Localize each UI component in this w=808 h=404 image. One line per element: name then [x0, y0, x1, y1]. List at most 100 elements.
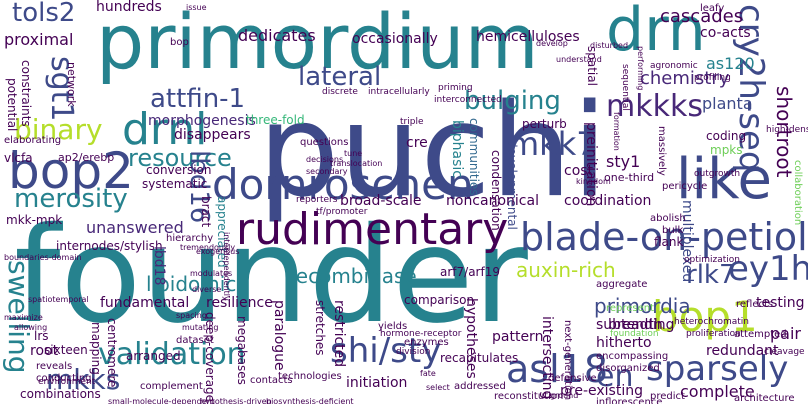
word-decisions: decisions	[306, 155, 344, 164]
word-reveals: reveals	[36, 361, 73, 372]
word-priming: priming	[438, 83, 473, 93]
word-conversion: conversion	[146, 163, 212, 177]
word-blade-on-petiole1: blade-on-petiole1	[520, 215, 808, 259]
word-noncanonical: noncanonical	[446, 193, 539, 209]
word-agronomic: agronomic	[650, 61, 698, 71]
word-heterochromatin: heterochromatin	[674, 317, 749, 327]
word-coordination: coordination	[564, 193, 652, 209]
word-mkkks: mkkks	[606, 89, 703, 124]
word-pericycle: pericycle	[662, 181, 708, 192]
word-unanswered: unanswered	[86, 218, 184, 237]
word-vlcfa: vlcfa	[4, 151, 33, 165]
word-planta: planta	[702, 94, 753, 113]
word-mutating: mutating	[182, 323, 219, 332]
word-arranged: arranged	[126, 349, 181, 363]
word-internodes-stylish: internodes/stylish	[56, 239, 163, 253]
word-communities: communities	[467, 118, 481, 196]
word-issue: issue	[186, 3, 207, 12]
word-technologies: technologies	[278, 371, 342, 382]
word-conducting: conducting	[36, 373, 92, 384]
word-develop: develop	[536, 39, 568, 48]
word-en: en	[596, 359, 634, 394]
word-lateral: lateral	[298, 62, 382, 92]
word-defensive: defensive	[548, 373, 597, 384]
word-optimization: optimization	[684, 255, 740, 265]
word-spatial: spatial	[585, 46, 599, 86]
word-dedicates: dedicates	[238, 26, 316, 45]
word-megabases: megabases	[235, 316, 249, 385]
word-hormone-receptor: hormone-receptor	[380, 329, 462, 339]
word-shi-sty: shi/sty	[330, 331, 442, 371]
word-bop1: bop1	[652, 292, 758, 341]
word-tune: tune	[344, 149, 363, 158]
word-fate: fate	[420, 369, 436, 378]
word-centromere: centromere	[105, 318, 119, 388]
word-triple: triple	[400, 117, 424, 127]
word-leafy: leafy	[700, 3, 725, 14]
word-aggregate: aggregate	[596, 279, 648, 290]
word-architecture: architecture	[734, 393, 795, 404]
word-proliferation: proliferation	[686, 329, 741, 339]
word-occasionally: occasionally	[352, 31, 438, 47]
word-proximal: proximal	[4, 30, 74, 49]
word-as120: as120	[706, 54, 755, 73]
word-testing: testing	[756, 295, 805, 311]
word-elaborating: elaborating	[4, 135, 62, 146]
word-contacts: contacts	[250, 375, 293, 386]
word-represent: represent	[606, 303, 655, 314]
word-lbd16: lbd16	[184, 150, 214, 224]
word-cascades: cascades	[660, 6, 744, 27]
word-dataset: dataset	[176, 335, 214, 346]
word-co-acts: co-acts	[700, 25, 751, 41]
word-perturb: perturb	[522, 117, 567, 131]
word-sixteen: sixteen	[44, 343, 88, 357]
word-attempted: attempted	[734, 329, 787, 340]
word-intersecting: intersecting	[539, 316, 555, 400]
word-profiling: profiling	[694, 73, 731, 83]
word-arf7-arf19: arf7/arf19	[440, 265, 500, 279]
word-stretches: stretches	[313, 300, 327, 356]
word-yields: yields	[378, 321, 408, 332]
word-drn: drn	[606, 0, 706, 65]
word-subtending: subtending	[596, 317, 675, 333]
word-collaboration: collaboration	[792, 160, 803, 226]
word-bulging: bulging	[464, 86, 561, 116]
word-merosity: merosity	[14, 184, 128, 214]
word-small-molecule-dependent: small-molecule-dependent	[108, 397, 215, 404]
word-asl18: asl18	[506, 347, 608, 391]
word-multiplexed: multiplexed	[679, 200, 695, 283]
word-paralogue: paralogue	[271, 300, 287, 371]
word-reflects: reflects	[736, 299, 774, 310]
word-constraints: constraints	[19, 60, 33, 127]
word-like: like	[676, 147, 773, 212]
word-performing: performing	[636, 46, 645, 91]
word-exogenous: exogenous	[196, 247, 240, 256]
word-kingdom: kingdom	[576, 177, 611, 186]
word-next-generation: next-generation	[562, 320, 573, 401]
word-discrete: discrete	[322, 87, 358, 97]
word-flank: flank	[654, 235, 684, 249]
word-sgt1: sgt1	[44, 56, 79, 122]
word-broad-scale: broad-scale	[340, 193, 422, 209]
word-inflorescence: inflorescence	[596, 397, 663, 404]
word-validation: validation	[98, 337, 246, 372]
word-initiation: initiation	[346, 375, 408, 391]
word-bulk: bulk	[662, 225, 684, 236]
word-rlk7: rlk7	[686, 260, 736, 290]
word-high-density: high-density	[766, 125, 808, 135]
word-boundaries-domain: boundaries-domain	[4, 253, 82, 262]
word-swelling: swelling	[2, 260, 35, 374]
word-hemicelluloses: hemicelluloses	[476, 29, 580, 45]
word-shortroot: shortroot	[772, 86, 796, 178]
word-diverse: diverse	[192, 285, 222, 294]
word-root: root	[30, 343, 59, 359]
word-predict: predict	[650, 391, 685, 402]
word-enzymes: enzymes	[404, 337, 449, 348]
word-cleavage: cleavage	[764, 347, 805, 357]
word-disorganized: disorganized	[596, 363, 660, 374]
word-resource: resource	[128, 144, 232, 172]
word-pre-existing: pre-existing	[560, 383, 643, 399]
word-systematic: systematic	[142, 177, 208, 191]
word-understand: understand	[556, 55, 602, 64]
word-mkk7: mkk7	[508, 125, 597, 163]
